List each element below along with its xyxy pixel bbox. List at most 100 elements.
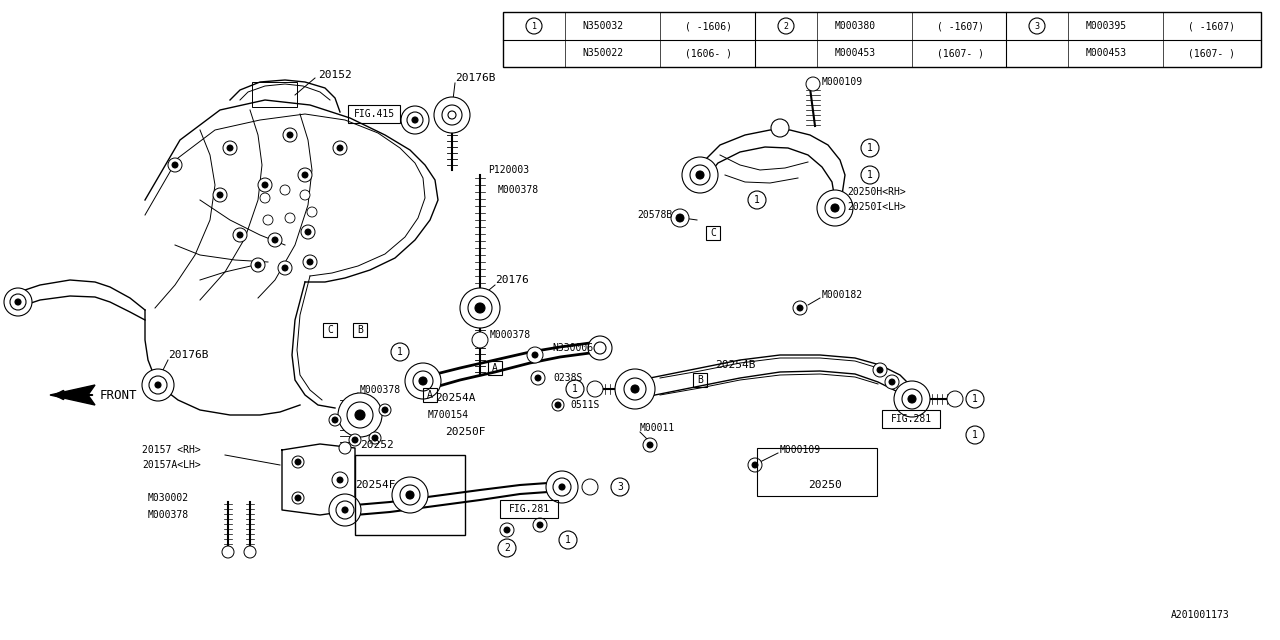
Text: N330006: N330006	[552, 343, 593, 353]
Text: ( -1607): ( -1607)	[1188, 21, 1234, 31]
Circle shape	[504, 527, 509, 533]
Circle shape	[797, 305, 803, 311]
Text: M030002: M030002	[148, 493, 189, 503]
Circle shape	[442, 105, 462, 125]
Text: N350032: N350032	[582, 21, 623, 31]
Circle shape	[434, 97, 470, 133]
Circle shape	[498, 539, 516, 557]
Circle shape	[826, 198, 845, 218]
Text: 1: 1	[972, 394, 978, 404]
Text: A201001173: A201001173	[1171, 610, 1230, 620]
Circle shape	[292, 456, 305, 468]
Circle shape	[614, 369, 655, 409]
Text: 2: 2	[783, 22, 788, 31]
Text: 20254A: 20254A	[435, 393, 475, 403]
Circle shape	[337, 501, 355, 519]
Circle shape	[237, 232, 243, 238]
Text: 20157 <RH>: 20157 <RH>	[142, 445, 201, 455]
Bar	[488, 361, 502, 375]
Circle shape	[460, 288, 500, 328]
Text: 20250F: 20250F	[445, 427, 485, 437]
Circle shape	[475, 303, 485, 313]
Circle shape	[526, 18, 541, 34]
Circle shape	[255, 262, 261, 268]
Circle shape	[342, 507, 348, 513]
Circle shape	[155, 382, 161, 388]
Text: 20176B: 20176B	[454, 73, 495, 83]
Circle shape	[625, 378, 646, 400]
Text: N350022: N350022	[582, 48, 623, 58]
Circle shape	[861, 139, 879, 157]
Text: (1607- ): (1607- )	[1188, 48, 1234, 58]
Circle shape	[338, 393, 381, 437]
Circle shape	[401, 485, 420, 505]
Circle shape	[332, 472, 348, 488]
Circle shape	[690, 165, 710, 185]
Bar	[500, 500, 558, 518]
Circle shape	[332, 417, 338, 423]
Circle shape	[337, 477, 343, 483]
Circle shape	[547, 471, 579, 503]
Circle shape	[559, 484, 564, 490]
Text: 20176B: 20176B	[168, 350, 209, 360]
Text: 0238S: 0238S	[553, 373, 582, 383]
Circle shape	[631, 385, 639, 393]
Circle shape	[223, 141, 237, 155]
Text: 20254F: 20254F	[355, 480, 396, 490]
Circle shape	[300, 190, 310, 200]
Circle shape	[611, 478, 628, 496]
Circle shape	[831, 204, 838, 212]
Circle shape	[538, 522, 543, 528]
Circle shape	[748, 191, 765, 209]
Text: 3: 3	[617, 482, 623, 492]
Circle shape	[280, 185, 291, 195]
Circle shape	[355, 410, 365, 420]
Circle shape	[292, 492, 305, 504]
Circle shape	[285, 213, 294, 223]
Text: 1: 1	[572, 384, 579, 394]
Text: 1: 1	[531, 22, 536, 31]
Text: FIG.281: FIG.281	[508, 504, 549, 514]
Circle shape	[305, 229, 311, 235]
Circle shape	[339, 442, 351, 454]
Circle shape	[902, 389, 922, 409]
Text: C: C	[328, 325, 333, 335]
Text: (1607- ): (1607- )	[937, 48, 983, 58]
Circle shape	[294, 459, 301, 465]
Text: M700154: M700154	[428, 410, 470, 420]
Circle shape	[329, 494, 361, 526]
Circle shape	[302, 172, 308, 178]
Text: FIG.281: FIG.281	[891, 414, 932, 424]
Circle shape	[244, 546, 256, 558]
Circle shape	[556, 402, 561, 408]
Circle shape	[347, 402, 372, 428]
Text: 0511S: 0511S	[570, 400, 599, 410]
Text: 20176: 20176	[495, 275, 529, 285]
Circle shape	[282, 265, 288, 271]
Circle shape	[794, 301, 806, 315]
Circle shape	[966, 426, 984, 444]
Text: 20250I<LH>: 20250I<LH>	[847, 202, 906, 212]
Circle shape	[142, 369, 174, 401]
Text: M000378: M000378	[498, 185, 539, 195]
Circle shape	[877, 367, 883, 373]
Text: B: B	[698, 375, 703, 385]
Circle shape	[392, 477, 428, 513]
Circle shape	[696, 171, 704, 179]
Circle shape	[500, 523, 515, 537]
Circle shape	[390, 343, 410, 361]
Circle shape	[566, 380, 584, 398]
Circle shape	[588, 336, 612, 360]
Circle shape	[329, 414, 340, 426]
Circle shape	[1029, 18, 1044, 34]
Circle shape	[227, 145, 233, 151]
Circle shape	[307, 259, 314, 265]
Circle shape	[333, 141, 347, 155]
Bar	[323, 323, 337, 337]
Text: 20578B: 20578B	[637, 210, 672, 220]
Text: B: B	[357, 325, 364, 335]
Circle shape	[303, 255, 317, 269]
Circle shape	[947, 391, 963, 407]
Circle shape	[535, 375, 541, 381]
Text: M00011: M00011	[640, 423, 676, 433]
